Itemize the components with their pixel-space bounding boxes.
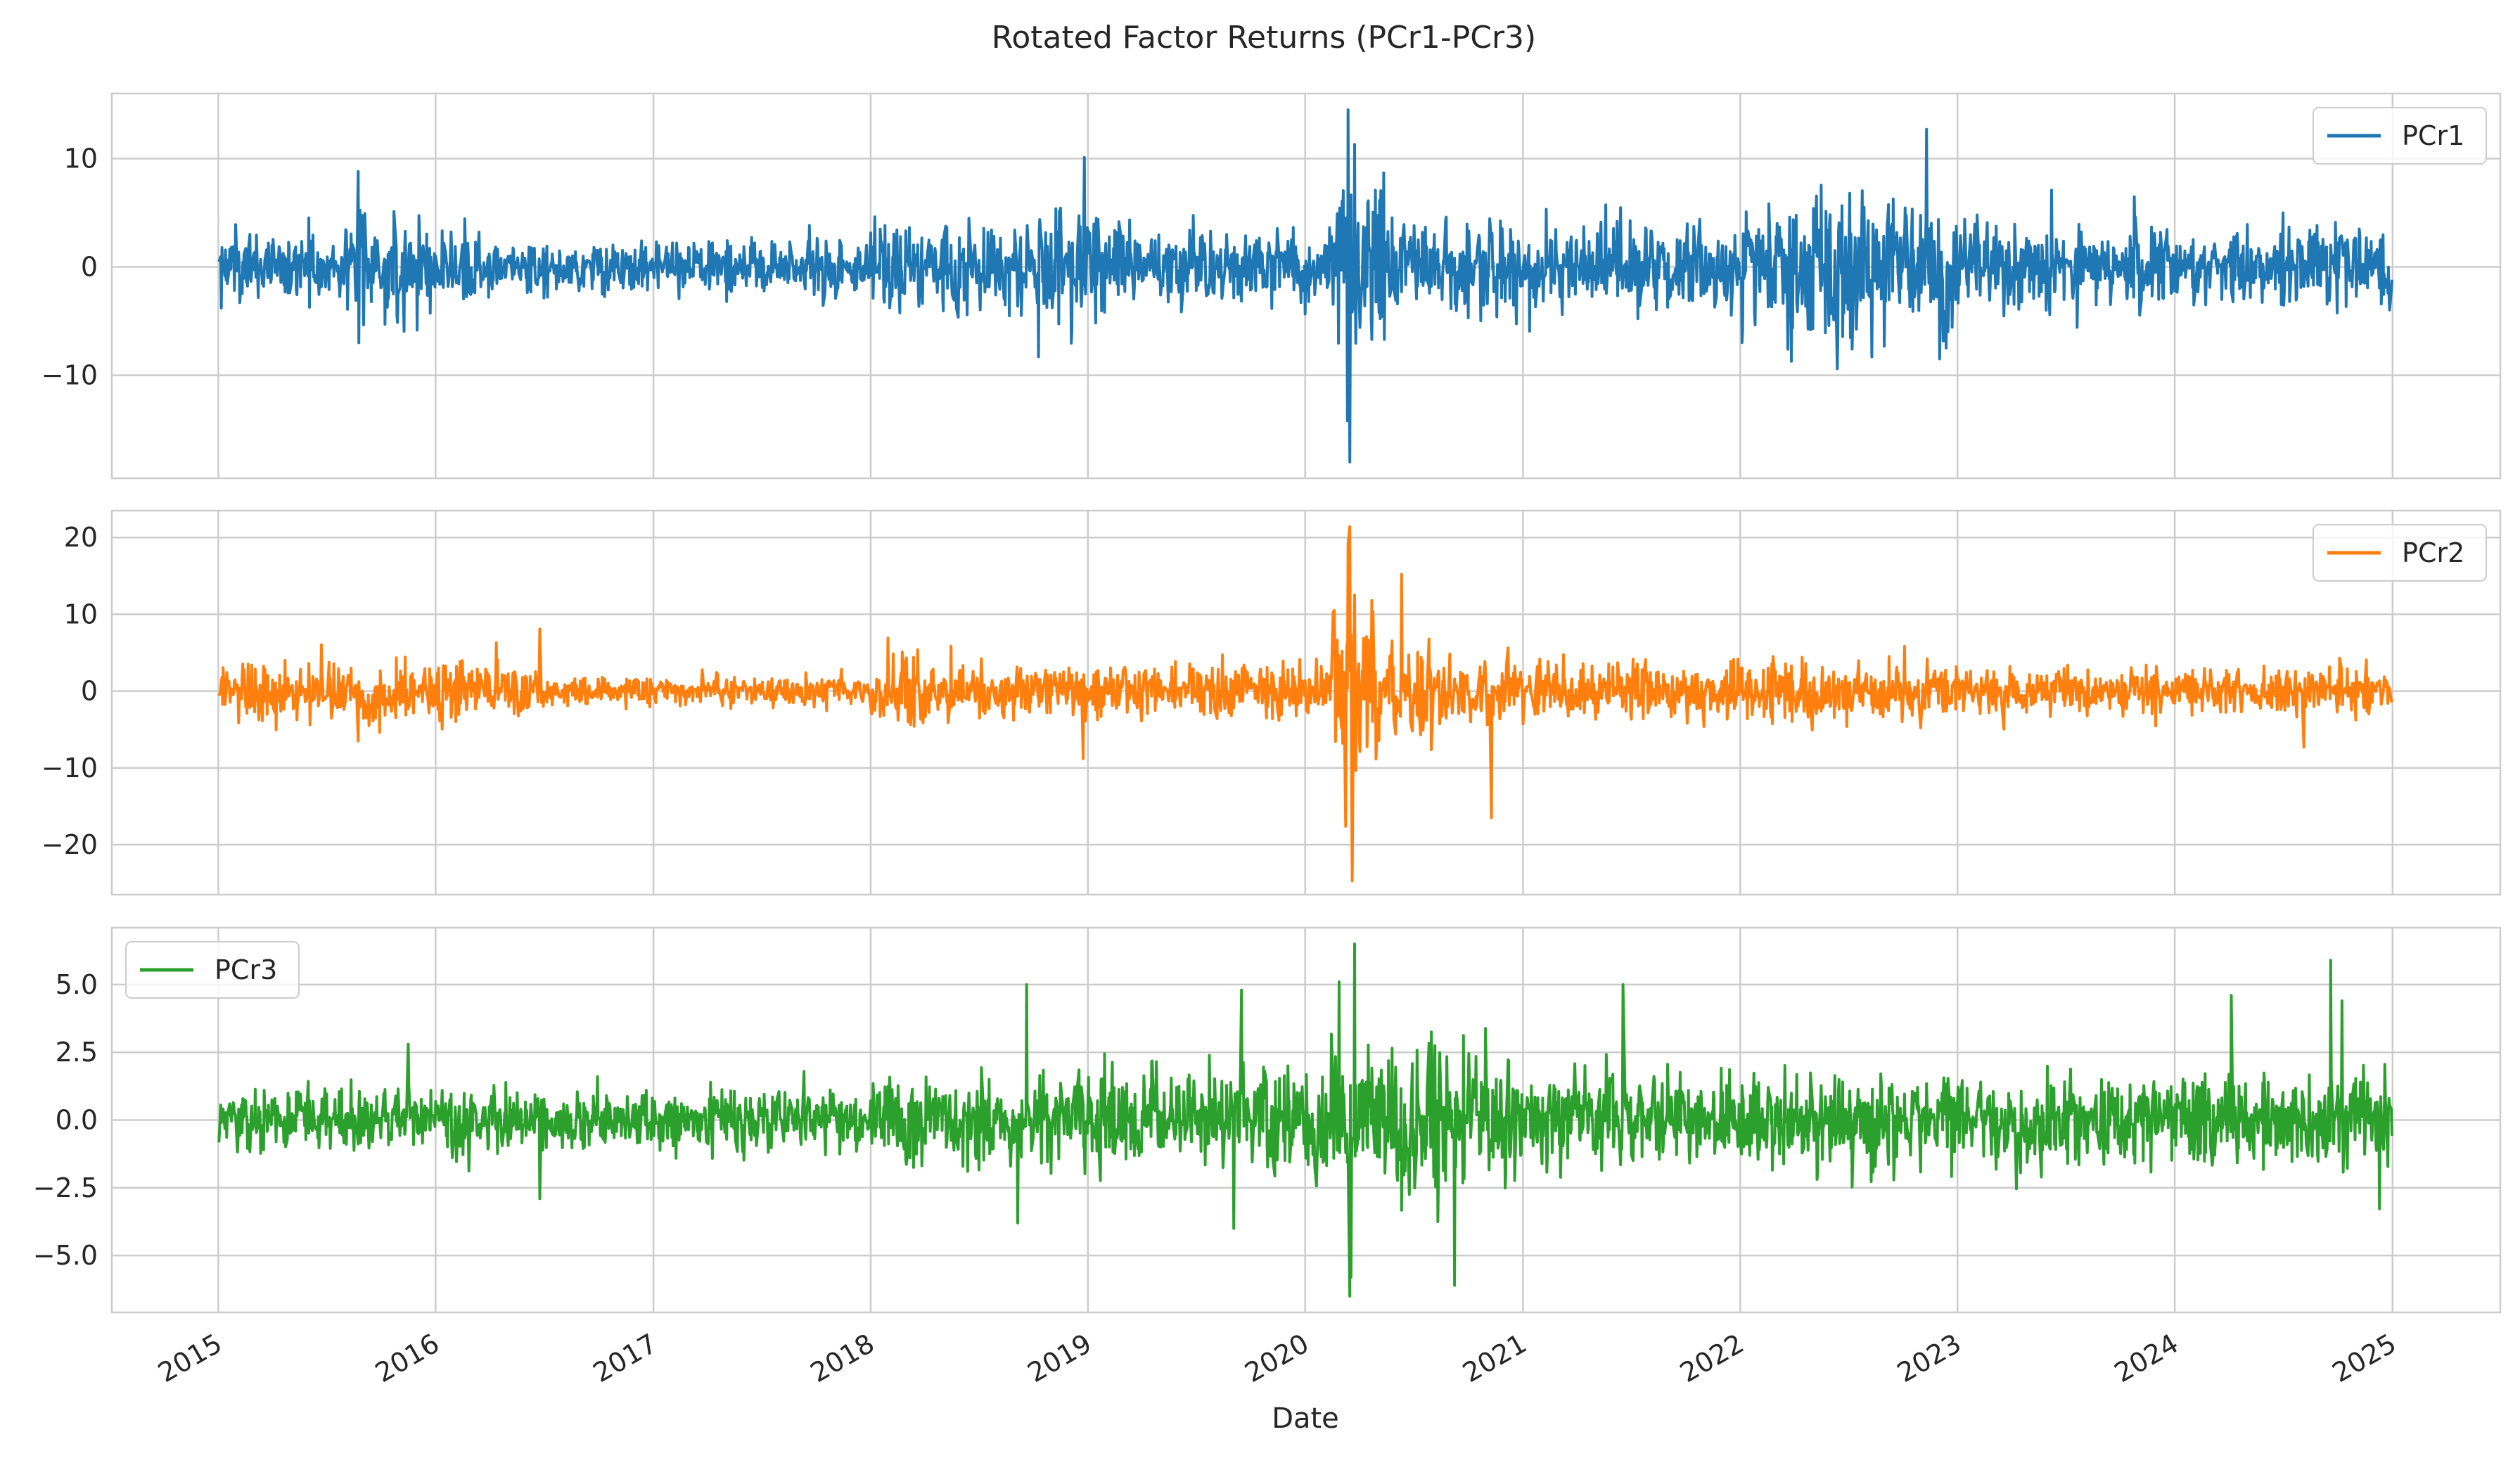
panel-pcr3: −5.0 −2.5 0.0 2.5 5.0 PCr3 bbox=[33, 926, 2502, 1314]
x-tick-label: 2018 bbox=[805, 1328, 880, 1388]
series-line-pcr3 bbox=[217, 942, 2393, 1298]
y-tick-label: 0 bbox=[81, 252, 98, 283]
legend: PCr1 bbox=[2313, 107, 2487, 165]
y-tick-label: 20 bbox=[64, 522, 98, 553]
y-tick-label: 0.0 bbox=[56, 1105, 98, 1136]
x-tick-label: 2023 bbox=[1892, 1328, 1966, 1388]
y-tick-label: 10 bbox=[64, 599, 98, 629]
x-tick-label: 2017 bbox=[588, 1328, 663, 1388]
legend-box bbox=[125, 941, 300, 999]
x-tick-label: 2015 bbox=[153, 1328, 227, 1388]
x-axis-label: Date bbox=[1272, 1402, 1339, 1435]
legend-label: PCr1 bbox=[2402, 120, 2464, 151]
y-tick-label: 5.0 bbox=[56, 969, 98, 1000]
panel-pcr2: −20 −10 0 10 20 PCr2 bbox=[41, 509, 2502, 896]
panels: −10 0 10 PCr1 −20 −10 0 10 20 PCr2 −5.0 −2.5 0.0 2.5 5… bbox=[33, 92, 2502, 1314]
y-tick-label: −10 bbox=[41, 360, 98, 391]
figure-title: Rotated Factor Returns (PCr1-PCr3) bbox=[992, 20, 1536, 56]
axes-frame bbox=[110, 509, 2502, 896]
y-tick-label: −2.5 bbox=[33, 1172, 98, 1203]
series-line-pcr1 bbox=[217, 108, 2393, 463]
x-tick-label: 2024 bbox=[2109, 1328, 2184, 1388]
y-tick-label: 0 bbox=[81, 676, 98, 707]
y-tick-label: 2.5 bbox=[56, 1037, 98, 1068]
series-line-pcr2 bbox=[217, 525, 2393, 883]
x-tick-label: 2021 bbox=[1457, 1328, 1532, 1388]
x-tick-labels: 2015 2016 2017 2018 2019 2020 2021 2022 2023 2024… bbox=[153, 1328, 2401, 1388]
legend: PCr3 bbox=[125, 941, 300, 999]
x-tick-label: 2020 bbox=[1239, 1328, 1314, 1388]
axes-frame bbox=[110, 92, 2502, 480]
panel-pcr1: −10 0 10 PCr1 bbox=[41, 92, 2502, 480]
legend-box bbox=[2313, 107, 2487, 165]
legend-box bbox=[2313, 524, 2487, 582]
y-tick-label: 10 bbox=[64, 143, 98, 174]
y-tick-label: −5.0 bbox=[33, 1240, 98, 1271]
y-tick-label: −10 bbox=[41, 753, 98, 784]
legend: PCr2 bbox=[2313, 524, 2487, 582]
y-tick-label: −20 bbox=[41, 829, 98, 860]
x-tick-label: 2019 bbox=[1023, 1328, 1097, 1388]
legend-label: PCr2 bbox=[2402, 537, 2464, 568]
x-tick-label: 2016 bbox=[370, 1328, 444, 1388]
axes-frame bbox=[110, 926, 2502, 1314]
x-tick-label: 2025 bbox=[2327, 1328, 2402, 1388]
x-tick-label: 2022 bbox=[1675, 1328, 1749, 1388]
legend-label: PCr3 bbox=[215, 954, 277, 985]
